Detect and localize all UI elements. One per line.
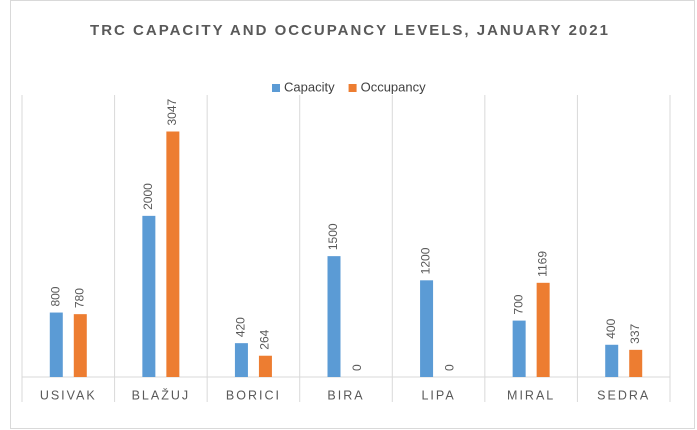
bar [512,320,526,377]
data-label: 337 [628,323,642,343]
data-label: 2000 [141,183,155,210]
legend-label: Capacity [284,79,335,94]
data-label: 1500 [326,223,340,250]
bar [536,282,550,377]
bar [234,343,248,377]
bar [166,131,180,377]
data-label: 420 [234,317,248,337]
bar [327,256,341,377]
bar [420,280,434,377]
chart-title: TRC CAPACITY AND OCCUPANCY LEVELS, JANUA… [90,22,610,39]
bar [258,355,272,377]
x-tick-label: MIRAL [507,388,555,402]
data-label: 1200 [419,247,433,274]
bar [73,314,87,377]
bar [629,349,643,377]
data-label: 400 [604,318,618,338]
data-label: 780 [72,288,86,308]
data-label: 800 [48,286,62,306]
bar [142,215,156,377]
x-tick-label: LIPA [421,388,455,402]
data-label: 3047 [165,98,179,125]
x-tick-label: USIVAK [40,388,97,402]
x-tick-label: BORICI [226,388,281,402]
x-tick-label: BLAŽUJ [132,387,191,402]
data-label: 0 [443,364,457,371]
data-label: 0 [350,364,364,371]
x-tick-label: SEDRA [597,388,650,402]
data-label: 1169 [535,251,549,277]
legend-swatch [348,84,357,92]
x-tick-label: BIRA [327,388,364,402]
data-label: 264 [258,329,272,349]
bar [49,312,63,377]
legend-label: Occupancy [361,79,427,94]
bar [605,344,619,377]
legend-swatch [272,84,280,92]
chart-border [10,0,695,429]
data-label: 700 [511,294,525,314]
